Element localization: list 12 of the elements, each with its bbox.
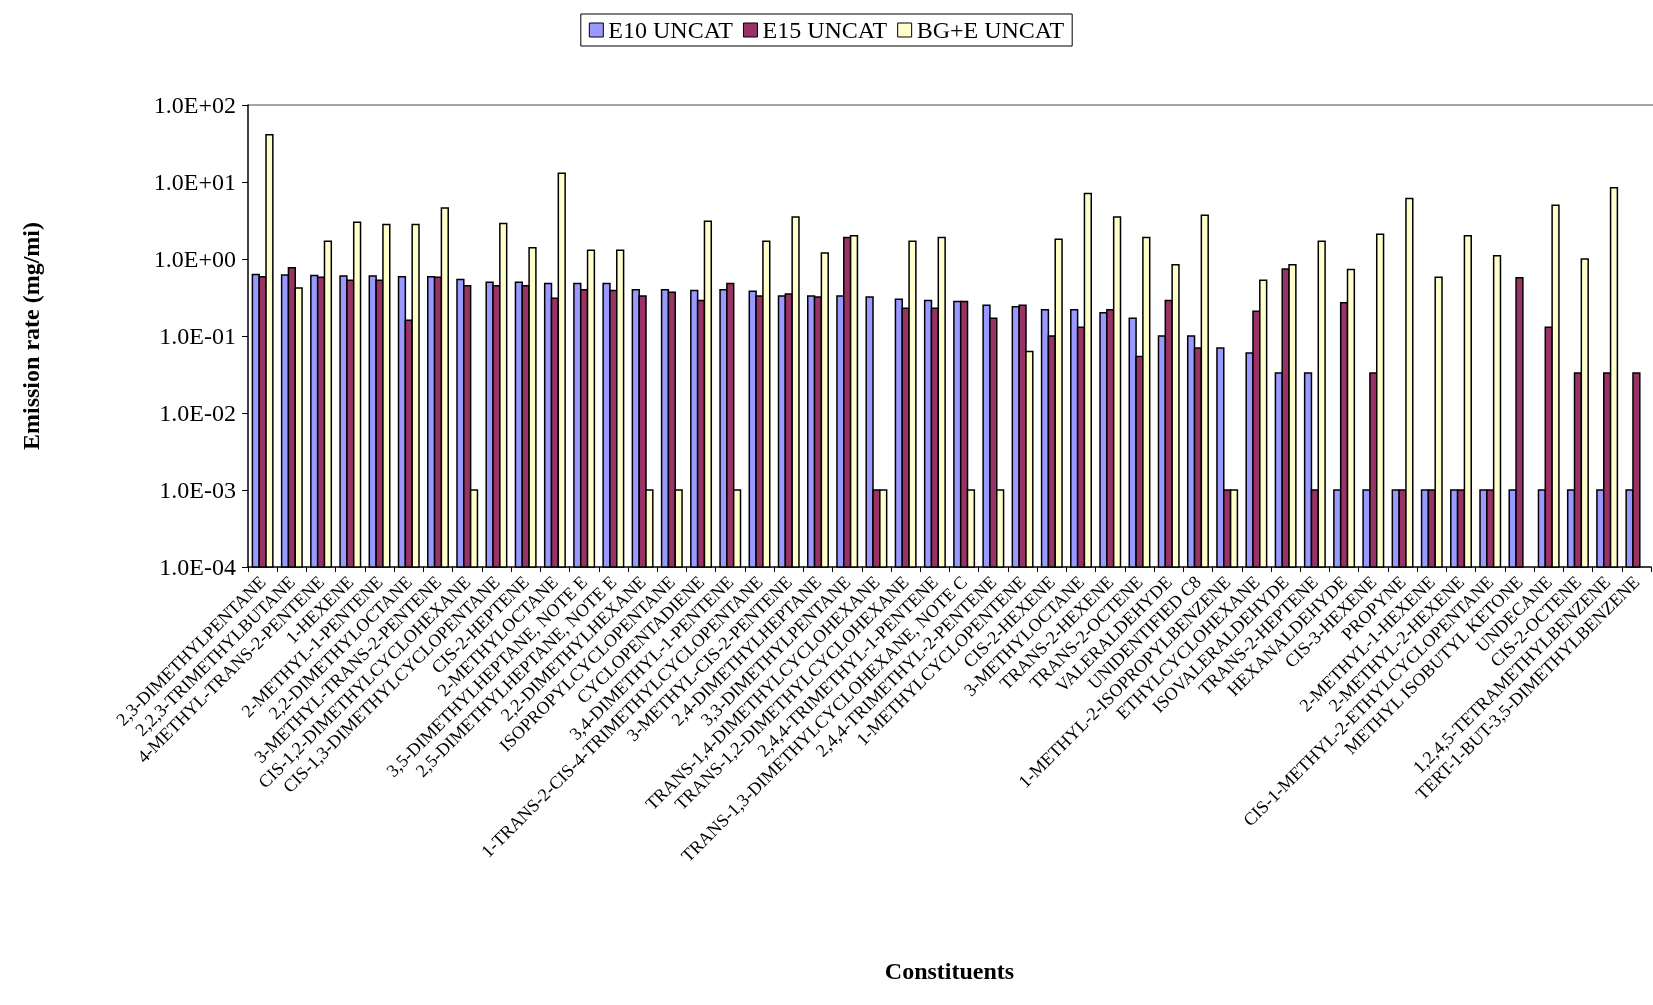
legend-label: E15 UNCAT	[762, 17, 888, 43]
y-tick-label: 1.0E-04	[159, 554, 236, 580]
y-tick-label: 1.0E+02	[153, 92, 236, 118]
y-tick-label: 1.0E+00	[153, 246, 236, 272]
y-tick-label: 1.0E-02	[159, 400, 236, 426]
y-tick-label: 1.0E+01	[153, 169, 236, 195]
legend-label: BG+E UNCAT	[916, 17, 1065, 43]
y-tick-label: 1.0E-01	[159, 323, 236, 349]
x-axis-title: Constituents	[884, 958, 1015, 984]
y-tick-label: 1.0E-03	[159, 477, 236, 503]
legend-label: E10 UNCAT	[608, 17, 734, 43]
y-axis-title: Emission rate (mg/mi)	[18, 222, 44, 450]
